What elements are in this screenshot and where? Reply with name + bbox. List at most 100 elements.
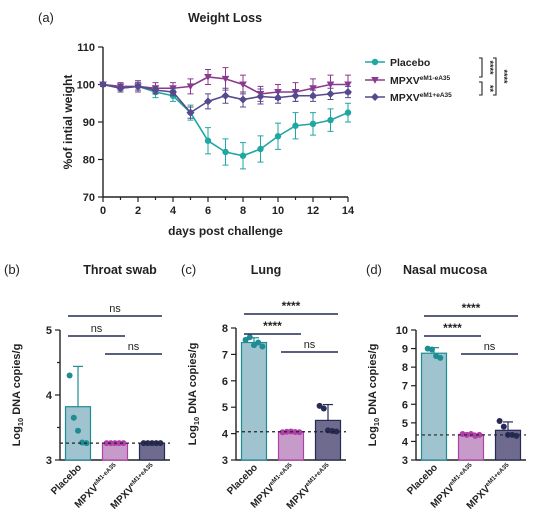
y-tick-label: 8 — [402, 362, 408, 374]
x-tick-label-a: 6 — [205, 205, 211, 217]
data-point — [75, 427, 81, 434]
data-point — [274, 93, 282, 102]
comparison-label: **** — [462, 301, 481, 315]
category-label-sup: eM1-eA35 — [268, 461, 294, 487]
y-label-part: Log — [187, 425, 199, 445]
bar — [420, 352, 448, 461]
comparison-label: ns — [304, 339, 316, 351]
comparison-label: ns — [109, 303, 121, 315]
y-label-part: DNA copies/g — [187, 343, 199, 417]
y-tick-label: 5 — [222, 402, 228, 414]
data-point — [320, 405, 327, 412]
y-tick-label: 10 — [396, 325, 408, 337]
significance-bracket — [479, 81, 483, 96]
y-tick-label: 3 — [222, 455, 228, 467]
chart-title-a: Weight Loss — [188, 11, 262, 25]
significance-bracket — [479, 57, 483, 78]
legend-label: MPXVeM1-eA35 — [390, 75, 450, 87]
data-point — [222, 148, 229, 156]
y-tick-label: 8 — [222, 323, 228, 335]
data-point — [66, 372, 73, 379]
y-tick-label: 5 — [402, 418, 408, 430]
y-axis-label: Log10 DNA copies/g — [367, 344, 381, 447]
category-label-base: Placebo — [49, 462, 84, 497]
legend-a: PlaceboMPXVeM1-eA35MPXVeM1+eA35*********… — [365, 57, 509, 104]
data-point — [221, 91, 230, 100]
data-point — [292, 122, 299, 129]
legend-label-sup: eM1+eA35 — [420, 92, 452, 99]
significance-label: **** — [499, 69, 509, 84]
data-point — [476, 431, 483, 438]
legend-marker — [371, 58, 379, 66]
y-tick-label: 6 — [222, 376, 228, 388]
y-axis-label: Log10 DNA copies/g — [11, 344, 25, 447]
category-label: Placebo — [405, 462, 440, 497]
data-point — [204, 97, 212, 106]
panel-label: (c) — [181, 262, 196, 277]
y-label-part: Log — [11, 426, 23, 446]
comparison-label: ns — [128, 341, 140, 353]
chart-title: Nasal mucosa — [403, 263, 488, 277]
y-tick-label-a: 70 — [83, 192, 95, 204]
legend-label-sup: eM1-eA35 — [420, 75, 451, 82]
y-tick-label: 5 — [46, 325, 52, 337]
bar — [240, 341, 268, 461]
legend-label: MPXVeM1+eA35 — [390, 92, 452, 104]
x-tick-label-a: 8 — [240, 205, 246, 217]
y-tick-label: 3 — [46, 455, 52, 467]
category-label-base: Placebo — [225, 462, 260, 497]
panel-b: (b) Throat swab Log10 DNA copies/g 3 4 5 Place… — [4, 262, 170, 512]
y-label-part: DNA copies/g — [11, 344, 23, 418]
data-point — [296, 429, 303, 436]
data-point — [239, 152, 247, 159]
x-tick-label-a: 2 — [135, 205, 141, 217]
x-tick-label-a: 14 — [342, 205, 355, 217]
category-label: MPXVeM1+eA35 — [464, 461, 514, 511]
category-label-base: Placebo — [405, 462, 440, 497]
y-axis-label: Log10 DNA copies/g — [187, 343, 201, 446]
data-point — [500, 423, 507, 430]
series-a-2 — [99, 80, 352, 119]
comparison-label: ns — [91, 323, 103, 335]
y-label-part: Log — [367, 426, 379, 446]
y-tick-label: 3 — [402, 455, 408, 467]
data-point — [103, 440, 110, 447]
data-point — [134, 82, 142, 91]
y-tick-label: 6 — [402, 399, 408, 411]
x-tick-label-a: 0 — [100, 205, 106, 217]
data-point — [204, 74, 212, 81]
y-tick-label: 4 — [46, 390, 53, 402]
x-tick-label-a: 4 — [170, 205, 177, 217]
data-point — [513, 432, 520, 439]
category-label-sup: eM1+eA35 — [304, 461, 331, 488]
y-tick-label: 9 — [402, 344, 408, 356]
data-point — [239, 81, 247, 89]
data-point — [333, 428, 340, 435]
data-point — [344, 88, 352, 96]
x-tick-label-a: 10 — [272, 205, 284, 217]
chart-title: Lung — [251, 263, 282, 277]
legend-label-base: Placebo — [390, 57, 430, 69]
data-point — [70, 414, 77, 421]
category-label: MPXVeM1+eA35 — [108, 461, 158, 511]
panel-label: (d) — [366, 262, 382, 277]
comparison-label: **** — [263, 319, 282, 333]
comparison-label: **** — [282, 299, 301, 313]
y-tick-label-a: 110 — [77, 42, 95, 54]
data-point — [186, 108, 195, 117]
data-point — [309, 120, 317, 128]
y-tick-label: 7 — [222, 349, 228, 361]
data-point — [437, 354, 444, 361]
category-label-sup: eM1+eA35 — [128, 461, 155, 488]
data-point — [326, 89, 335, 98]
legend-label-base: MPXV — [390, 92, 420, 104]
data-point — [259, 343, 266, 350]
category-label-sup: eM1-eA35 — [448, 461, 474, 487]
category-label: Placebo — [49, 462, 84, 497]
x-tick-label-a: 12 — [307, 205, 319, 217]
data-point — [99, 80, 107, 89]
category-label-sup: eM1+eA35 — [484, 461, 511, 488]
category-label: MPXVeM1+eA35 — [284, 461, 334, 511]
